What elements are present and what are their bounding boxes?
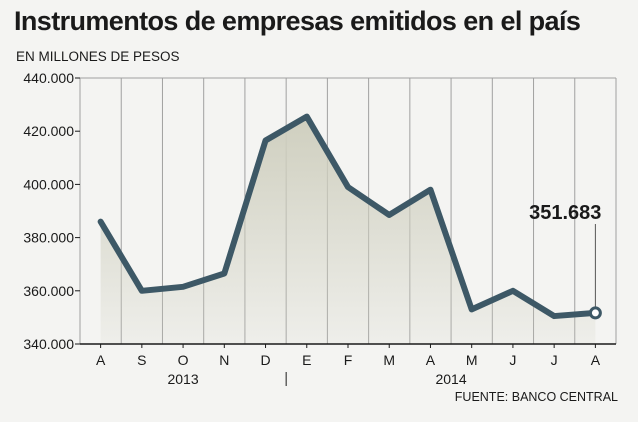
- x-tick-label: A: [591, 352, 601, 368]
- axis-layer: [75, 77, 616, 386]
- area-fill: [100, 116, 596, 344]
- x-tick-label: A: [96, 352, 106, 368]
- x-tick-label: D: [260, 352, 270, 368]
- highlight-marker: [588, 306, 602, 320]
- annotation-value: 351.683: [529, 202, 601, 224]
- label-layer: 340.000 360.000 380.000 400.000 420.000 440.0…: [23, 70, 602, 387]
- year-label: 2014: [435, 371, 466, 387]
- x-tick-label: E: [302, 352, 311, 368]
- chart-subtitle: EN MILLONES DE PESOS: [16, 49, 180, 64]
- y-tick-label: 380.000: [23, 230, 74, 246]
- x-tick-label: M: [466, 352, 478, 368]
- x-tick-label: N: [219, 352, 229, 368]
- y-tick-label: 440.000: [23, 70, 74, 86]
- x-tick-label: F: [344, 352, 353, 368]
- y-tick-label: 340.000: [23, 336, 74, 352]
- x-tick-label: J: [551, 352, 558, 368]
- y-tick-label: 400.000: [23, 176, 74, 192]
- series-line: [97, 113, 599, 320]
- x-tick-label: A: [426, 352, 436, 368]
- x-tick-label: O: [178, 352, 189, 368]
- source-note: FUENTE: BANCO CENTRAL: [454, 390, 618, 404]
- x-tick-label: M: [383, 352, 395, 368]
- chart-title: Instrumentos de empresas emitidos en el …: [14, 6, 581, 36]
- y-tick-label: 420.000: [23, 123, 74, 139]
- x-tick-label: S: [137, 352, 146, 368]
- y-tick-label: 360.000: [23, 283, 74, 299]
- year-label: 2013: [167, 371, 198, 387]
- x-tick-label: J: [509, 352, 516, 368]
